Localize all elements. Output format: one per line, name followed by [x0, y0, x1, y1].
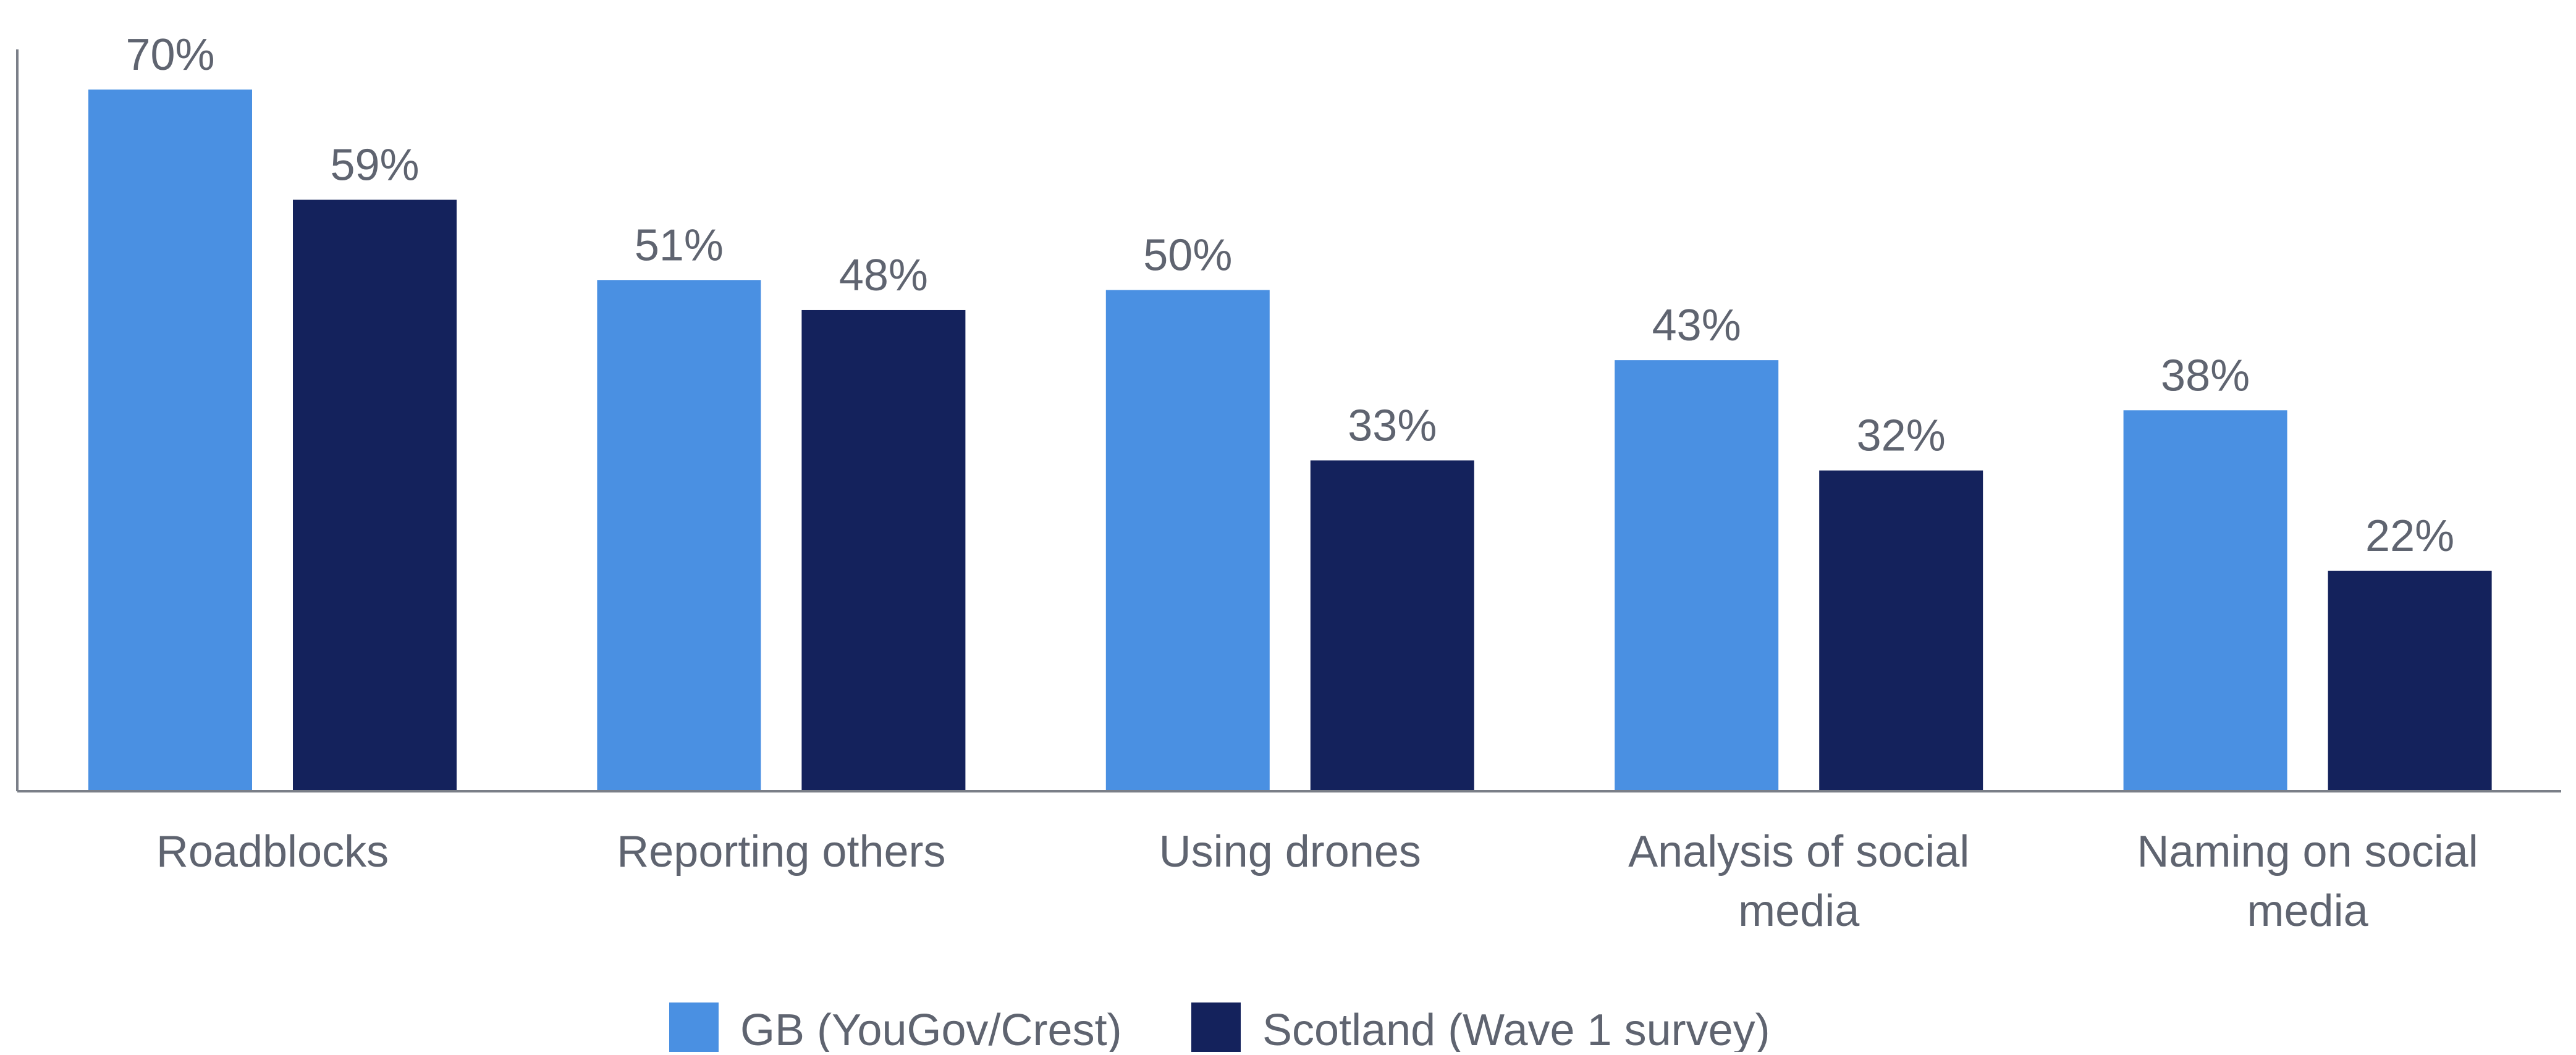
axes-layer [16, 49, 2561, 792]
value-label-gb-4: 38% [2161, 351, 2250, 400]
value-labels-layer: 70% 59% 51% 48% 50% 33% 43% 32% 38% 22% [125, 30, 2454, 561]
bar-gb-4 [2123, 410, 2287, 791]
bar-scotland-3 [1819, 470, 1983, 791]
category-label-0: Roadblocks [156, 827, 389, 876]
bar-scotland-0 [293, 200, 457, 792]
category-label-line: Reporting others [617, 827, 945, 876]
category-label-line: Analysis of social [1628, 827, 1969, 876]
bar-gb-1 [597, 280, 761, 791]
category-label-line: Roadblocks [156, 827, 389, 876]
category-label-1: Reporting others [617, 827, 945, 876]
category-labels-layer: Roadblocks Reporting others Using drones An… [156, 827, 2478, 936]
bars-layer [88, 89, 2492, 792]
value-label-scotland-0: 59% [330, 140, 419, 190]
category-label-3: Analysis of social media [1628, 827, 1969, 936]
category-label-2: Using drones [1159, 827, 1421, 876]
bar-gb-2 [1105, 290, 1270, 791]
value-label-gb-3: 43% [1652, 301, 1741, 350]
value-label-gb-2: 50% [1143, 231, 1232, 280]
legend: GB (YouGov/Crest) Scotland (Wave 1 survey… [669, 1002, 1770, 1055]
value-label-scotland-1: 48% [839, 251, 928, 300]
value-label-scotland-3: 32% [1857, 411, 1946, 461]
legend-label-gb: GB (YouGov/Crest) [740, 1006, 1122, 1052]
bar-scotland-4 [2328, 570, 2492, 791]
category-label-line: media [1738, 886, 1860, 936]
value-label-scotland-2: 33% [1348, 401, 1437, 450]
value-label-scotland-4: 22% [2365, 511, 2454, 561]
category-label-line: Using drones [1159, 827, 1421, 876]
value-label-gb-0: 70% [125, 30, 214, 80]
category-label-line: Naming on social [2137, 827, 2478, 876]
legend-swatch-gb [669, 1002, 719, 1052]
category-label-4: Naming on social media [2137, 827, 2478, 936]
category-label-line: media [2247, 886, 2369, 936]
legend-swatch-scotland [1191, 1002, 1241, 1052]
bar-gb-0 [88, 89, 252, 791]
legend-label-scotland: Scotland (Wave 1 survey) [1262, 1006, 1770, 1052]
value-label-gb-1: 51% [635, 221, 724, 270]
bar-scotland-2 [1310, 460, 1474, 791]
bar-gb-3 [1615, 360, 1779, 791]
bar-scotland-1 [801, 309, 966, 791]
